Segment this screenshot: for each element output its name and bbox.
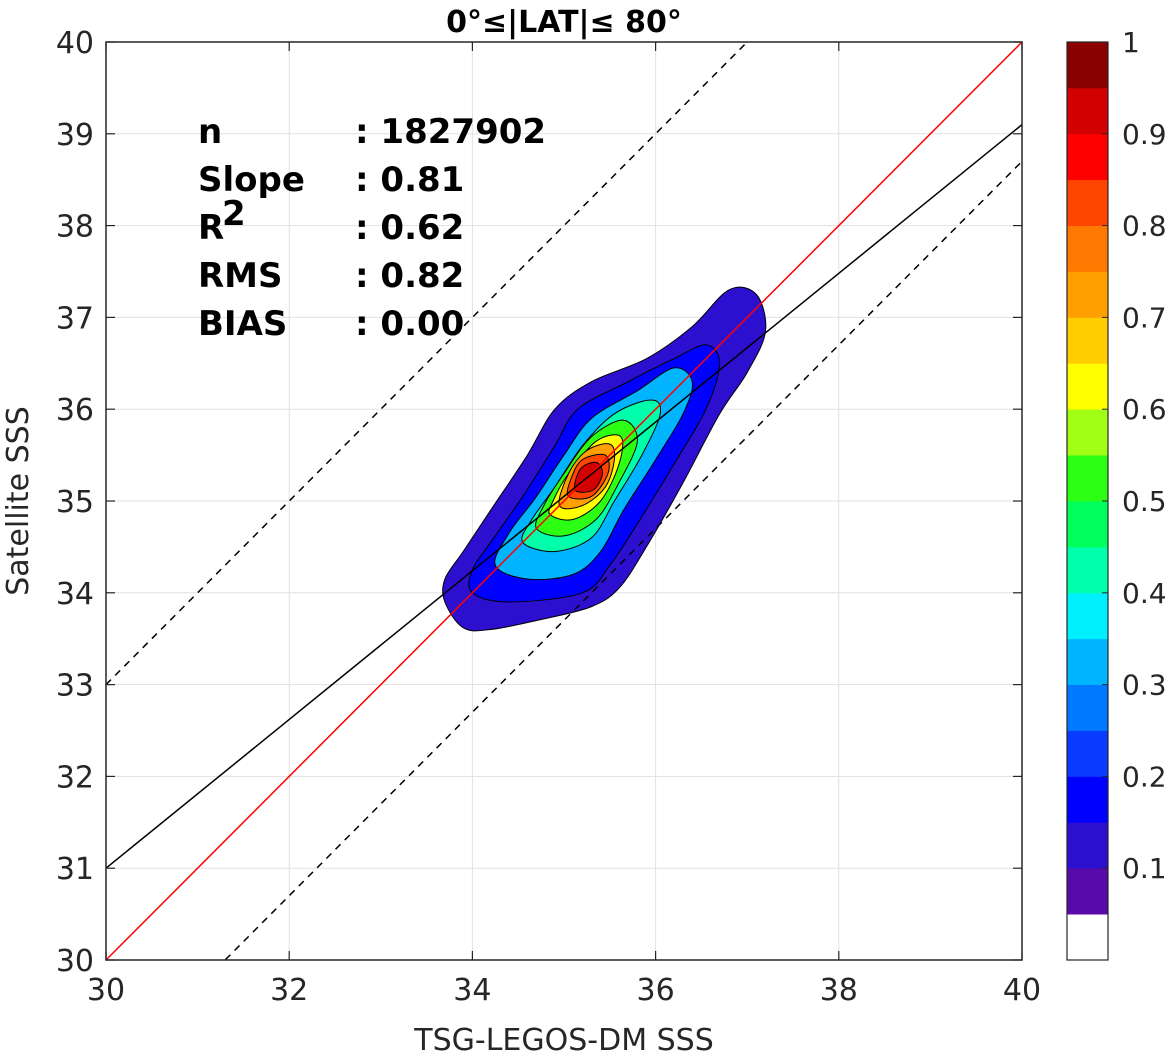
colorbar-level <box>1067 271 1108 318</box>
stat-label: R <box>198 208 224 248</box>
colorbar-level <box>1067 409 1108 456</box>
plot-frame <box>105 41 1023 961</box>
x-tick-label: 38 <box>820 973 858 1008</box>
colorbar-tick-label: 0.8 <box>1122 210 1167 243</box>
stat-label: RMS <box>198 256 283 296</box>
stat-label: n <box>198 112 222 152</box>
regression-lines <box>106 42 1022 960</box>
stats-box: n : 1827902 Slope : 0.81 R2 : 0.62 RMS : 0.82 BI… <box>198 112 546 344</box>
y-tick-label: 38 <box>56 210 94 245</box>
stat-value: : 0.82 <box>355 256 464 296</box>
colorbar-level <box>1067 179 1108 226</box>
line-1:1 <box>106 42 1022 960</box>
stat-label-sup: 2 <box>222 194 246 234</box>
stat-label: Slope <box>198 160 305 200</box>
colorbar-tick-label: 0.9 <box>1122 118 1167 151</box>
colorbar-level <box>1067 225 1108 272</box>
y-tick-label: 32 <box>56 760 94 795</box>
y-tick-label: 34 <box>56 577 94 612</box>
axis-ticks: 30 32 34 36 38 40 30 31 32 33 34 35 36 37 38 39 40 <box>56 26 1041 1008</box>
colorbar: 0.1 0.2 0.3 0.4 0.5 0.6 0.7 0.8 0.9 1 <box>1066 26 1167 961</box>
colorbar-tick-label: 0.2 <box>1122 760 1167 793</box>
x-axis-label: TSG-LEGOS-DM SSS <box>413 1023 714 1055</box>
y-axis-label: Satellite SSS <box>1 406 36 596</box>
stat-value: : 0.81 <box>355 160 464 200</box>
colorbar-level <box>1067 822 1108 869</box>
colorbar-level <box>1067 914 1108 961</box>
colorbar-level <box>1067 317 1108 364</box>
x-tick-label: 34 <box>453 973 491 1008</box>
colorbar-level <box>1067 546 1108 594</box>
colorbar-level <box>1067 87 1108 135</box>
stat-label: BIAS <box>198 304 287 344</box>
colorbar-tick-label: 0.3 <box>1122 669 1167 702</box>
colorbar-level <box>1067 501 1108 548</box>
colorbar-level <box>1067 776 1108 823</box>
y-tick-label: 39 <box>56 118 94 153</box>
y-tick-label: 37 <box>56 301 94 336</box>
colorbar-level <box>1067 638 1108 685</box>
y-tick-label: 36 <box>56 393 94 428</box>
colorbar-level <box>1067 592 1108 640</box>
x-tick-label: 36 <box>637 973 675 1008</box>
stat-value: : 1827902 <box>355 112 546 152</box>
chart-title: 0°≤|LAT|≤ 80° <box>446 5 682 40</box>
y-tick-label: 40 <box>56 26 94 61</box>
x-tick-label: 32 <box>270 973 308 1008</box>
colorbar-tick-label: 0.6 <box>1122 393 1167 426</box>
colorbar-tick-label: 0.1 <box>1122 852 1167 885</box>
colorbar-tick-label: 1 <box>1122 26 1140 59</box>
stat-value: : 0.62 <box>355 208 464 248</box>
colorbar-level <box>1067 363 1108 410</box>
colorbar-level <box>1067 684 1108 731</box>
x-tick-label: 30 <box>87 973 125 1008</box>
x-tick-label: 40 <box>1003 973 1041 1008</box>
colorbar-level <box>1067 868 1108 915</box>
colorbar-tick-label: 0.4 <box>1122 577 1167 610</box>
colorbar-tick-label: 0.5 <box>1122 485 1167 518</box>
line-lower <box>224 160 1022 960</box>
colorbar-level <box>1067 42 1108 89</box>
colorbar-level <box>1067 133 1108 181</box>
colorbar-tick-label: 0.7 <box>1122 301 1167 334</box>
y-tick-label: 30 <box>56 944 94 979</box>
y-tick-label: 33 <box>56 669 94 704</box>
y-tick-label: 31 <box>56 852 94 887</box>
colorbar-level <box>1067 455 1108 502</box>
colorbar-level <box>1067 730 1108 777</box>
y-tick-label: 35 <box>56 485 94 520</box>
stat-value: : 0.00 <box>355 304 464 344</box>
line-fit <box>106 124 1022 869</box>
